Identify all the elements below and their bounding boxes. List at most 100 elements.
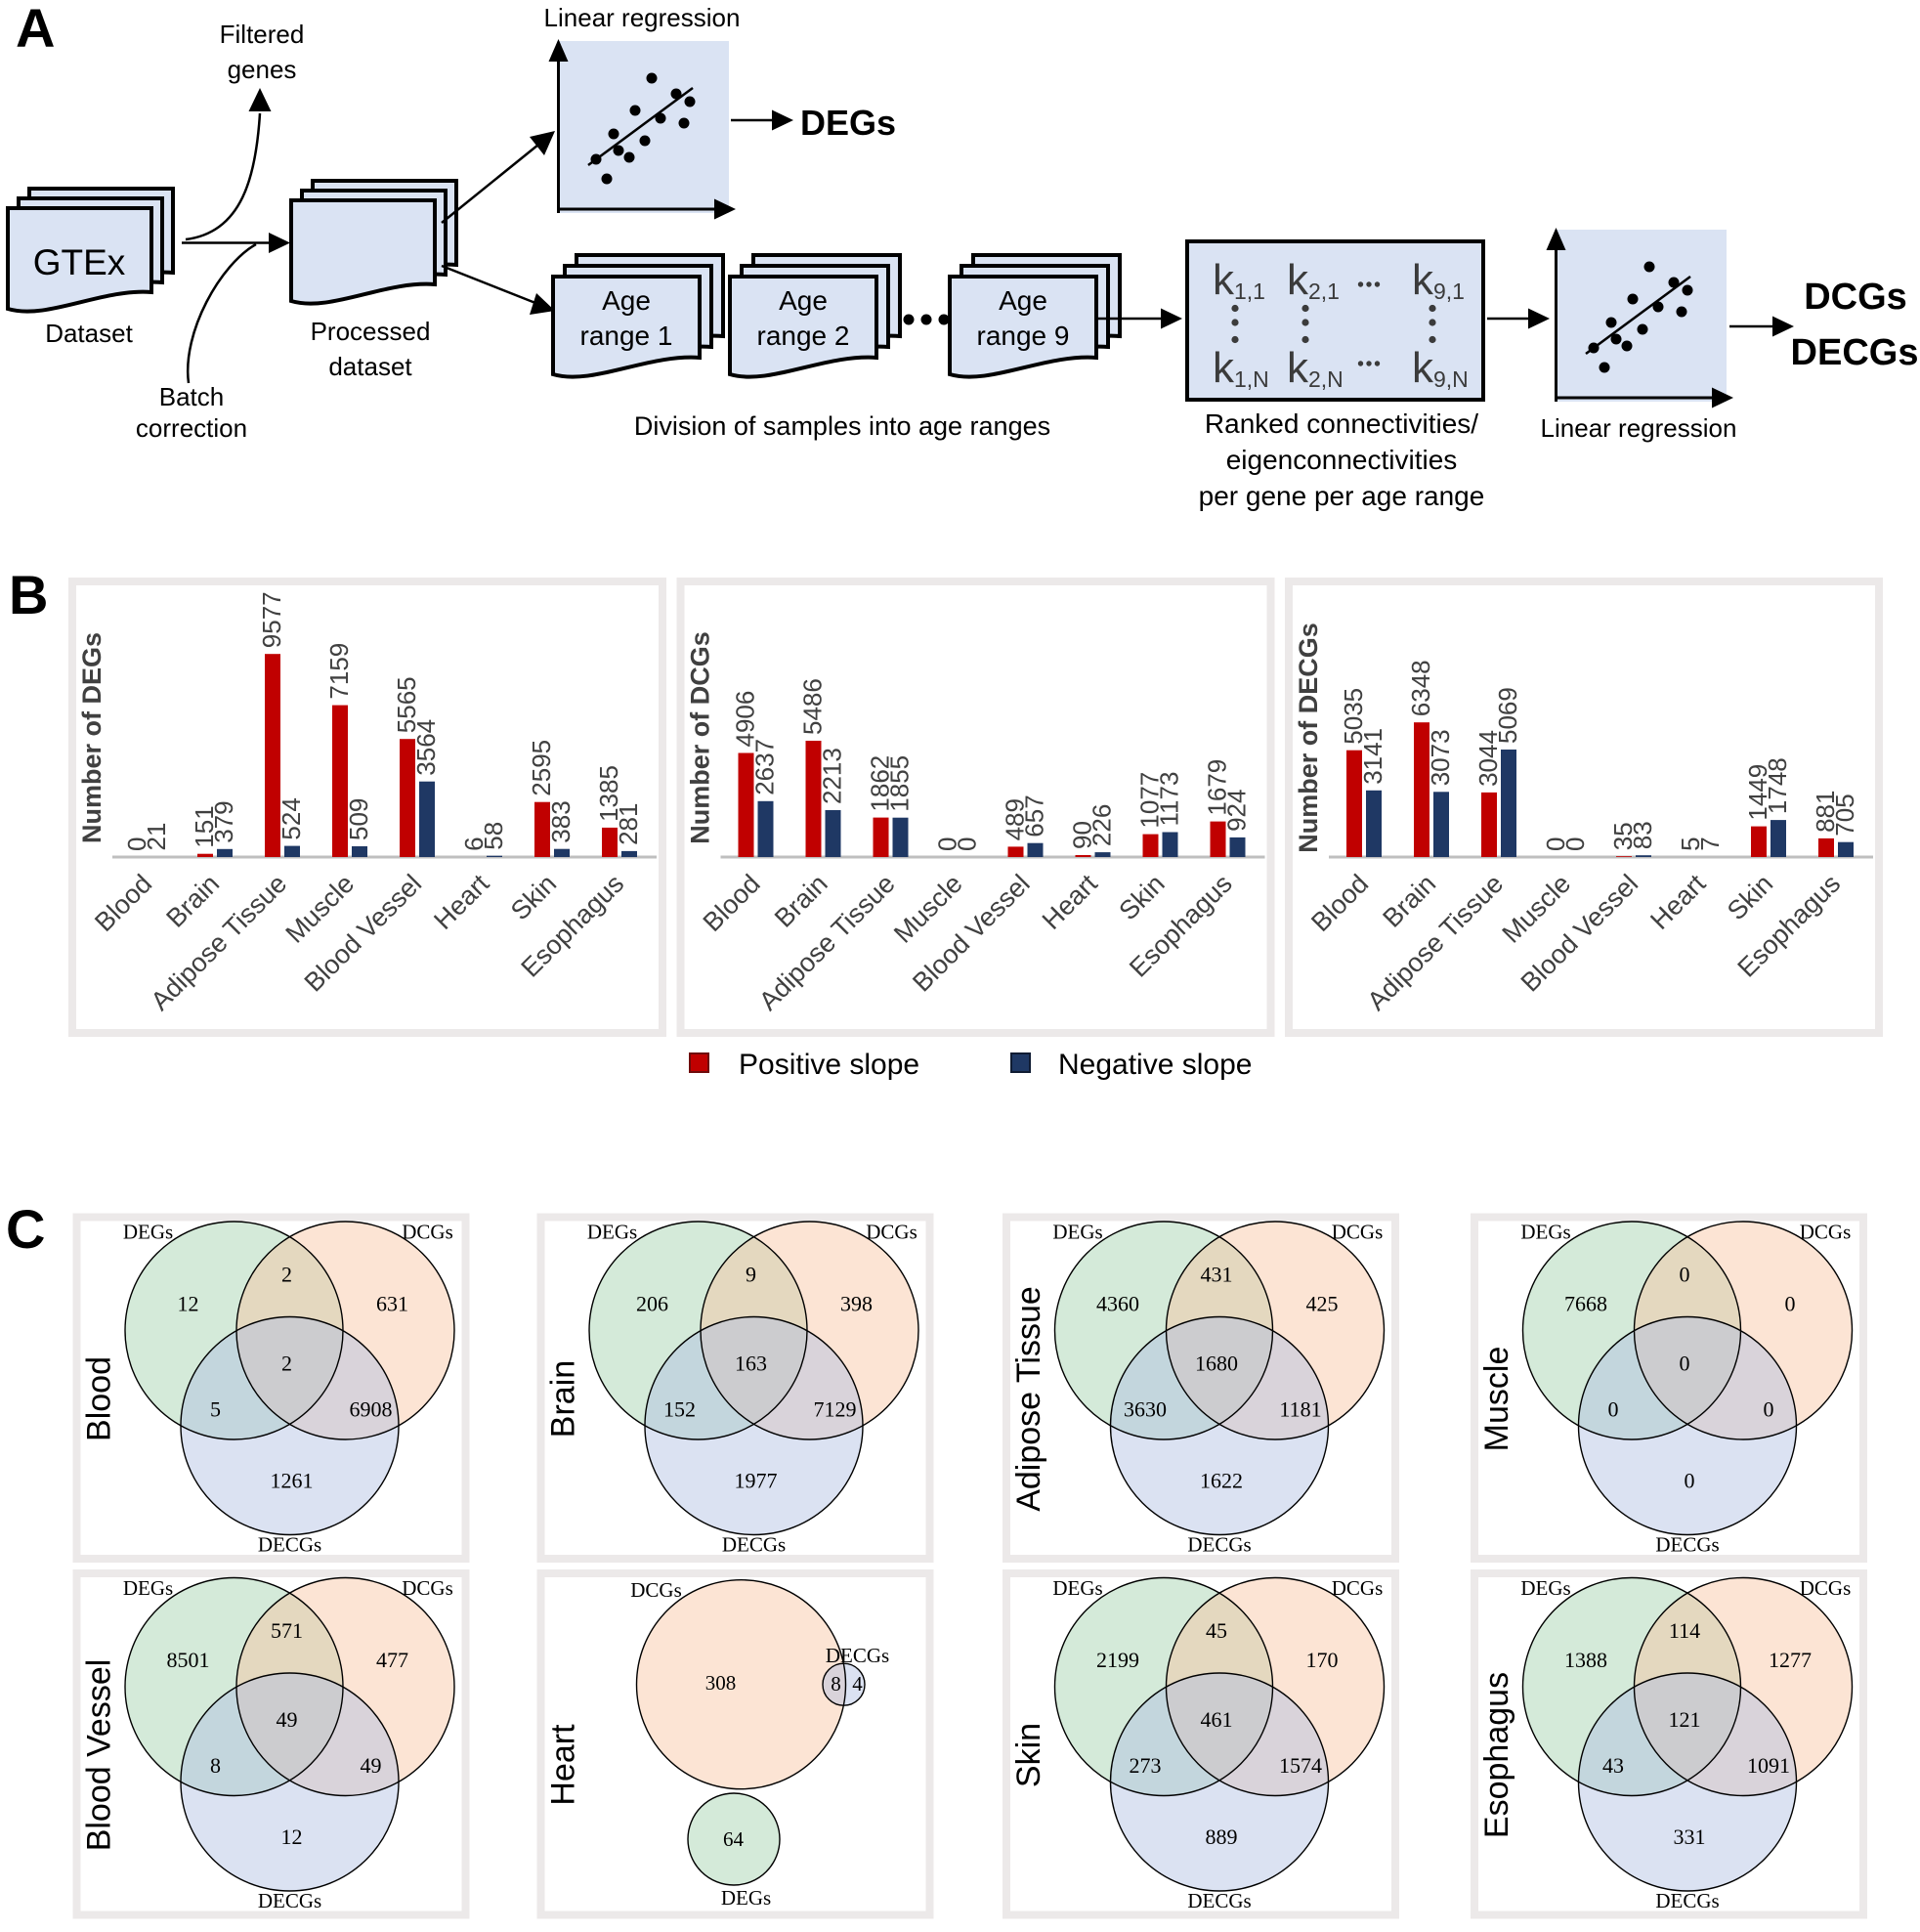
svg-text:DECGs: DECGs: [826, 1644, 889, 1667]
svg-text:45: 45: [1206, 1618, 1227, 1643]
svg-text:2: 2: [281, 1263, 292, 1287]
svg-text:0: 0: [1685, 1469, 1695, 1493]
svg-text:Positive slope: Positive slope: [739, 1049, 919, 1081]
svg-text:Number of DECGs: Number of DECGs: [1294, 623, 1323, 853]
svg-text:5565: 5565: [392, 676, 421, 733]
svg-text:114: 114: [1669, 1618, 1700, 1643]
svg-text:Brain: Brain: [545, 1360, 582, 1438]
svg-text:0: 0: [1680, 1263, 1690, 1287]
svg-text:eigenconnectivities: eigenconnectivities: [1226, 445, 1458, 475]
svg-text:2637: 2637: [750, 739, 780, 795]
svg-text:Esophagus: Esophagus: [1478, 1672, 1515, 1838]
svg-text:C: C: [6, 1198, 45, 1260]
svg-text:631: 631: [376, 1292, 408, 1316]
svg-text:9577: 9577: [257, 591, 286, 648]
svg-text:Division of samples into age r: Division of samples into age ranges: [634, 411, 1050, 441]
svg-text:Ranked connectivities/: Ranked connectivities/: [1205, 408, 1478, 439]
svg-text:Age: Age: [779, 285, 828, 316]
svg-text:0: 0: [122, 837, 151, 851]
svg-text:379: 379: [209, 800, 238, 842]
svg-text:Blood: Blood: [81, 1356, 118, 1441]
svg-text:206: 206: [636, 1292, 668, 1316]
svg-text:3564: 3564: [411, 719, 441, 776]
svg-text:49: 49: [277, 1707, 298, 1732]
svg-text:2213: 2213: [818, 748, 847, 804]
svg-text:DCGs: DCGs: [1804, 277, 1907, 318]
svg-text:range 1: range 1: [580, 321, 673, 351]
svg-text:12: 12: [281, 1825, 303, 1849]
svg-text:1977: 1977: [735, 1469, 778, 1493]
svg-text:Age: Age: [999, 285, 1047, 316]
svg-text:12: 12: [178, 1292, 199, 1316]
svg-text:1748: 1748: [1763, 757, 1792, 814]
svg-text:90: 90: [1068, 821, 1097, 849]
svg-text:1277: 1277: [1769, 1648, 1812, 1672]
svg-text:Skin: Skin: [1010, 1723, 1047, 1787]
svg-text:A: A: [16, 0, 55, 59]
svg-text:5: 5: [1676, 837, 1705, 850]
svg-text:6348: 6348: [1406, 660, 1435, 716]
svg-text:Linear regression: Linear regression: [1541, 413, 1737, 443]
svg-text:7668: 7668: [1564, 1292, 1607, 1316]
svg-text:383: 383: [546, 800, 576, 842]
svg-text:Linear regression: Linear regression: [544, 3, 741, 32]
svg-text:B: B: [9, 564, 48, 625]
svg-text:1181: 1181: [1279, 1397, 1321, 1422]
svg-text:4906: 4906: [731, 691, 760, 748]
svg-text:DCGs: DCGs: [630, 1578, 682, 1602]
svg-text:1574: 1574: [1279, 1753, 1322, 1778]
svg-text:4: 4: [852, 1672, 863, 1696]
svg-text:2: 2: [281, 1352, 292, 1376]
svg-text:657: 657: [1020, 794, 1049, 837]
svg-text:308: 308: [705, 1671, 737, 1695]
svg-text:163: 163: [735, 1352, 767, 1376]
svg-text:705: 705: [1830, 794, 1859, 836]
svg-text:21: 21: [142, 823, 171, 851]
svg-text:49: 49: [361, 1753, 382, 1778]
svg-text:170: 170: [1306, 1648, 1339, 1672]
svg-text:3073: 3073: [1426, 729, 1455, 786]
svg-text:3630: 3630: [1124, 1397, 1167, 1422]
svg-text:509: 509: [344, 798, 373, 840]
svg-text:571: 571: [271, 1618, 303, 1643]
svg-text:281: 281: [614, 803, 643, 845]
svg-text:1680: 1680: [1195, 1352, 1238, 1376]
svg-text:0: 0: [933, 837, 962, 851]
svg-text:8: 8: [831, 1672, 841, 1696]
svg-text:DEGs: DEGs: [721, 1886, 771, 1910]
svg-text:7159: 7159: [324, 643, 354, 700]
svg-text:DEGs: DEGs: [800, 103, 896, 143]
svg-text:273: 273: [1130, 1753, 1162, 1778]
svg-text:Blood Vessel: Blood Vessel: [81, 1659, 118, 1852]
svg-text:1173: 1173: [1155, 772, 1184, 827]
svg-text:1077: 1077: [1135, 772, 1165, 829]
svg-text:8501: 8501: [167, 1648, 210, 1672]
svg-text:1622: 1622: [1200, 1469, 1243, 1493]
svg-text:1679: 1679: [1203, 759, 1232, 816]
svg-text:0: 0: [1764, 1397, 1774, 1422]
svg-text:0: 0: [953, 837, 982, 851]
svg-text:Batch: Batch: [159, 382, 225, 411]
svg-text:per gene per age range: per gene per age range: [1199, 481, 1485, 511]
svg-text:genes: genes: [228, 55, 297, 84]
svg-text:6908: 6908: [350, 1397, 393, 1422]
svg-text:58: 58: [479, 822, 508, 850]
svg-text:0: 0: [1560, 837, 1590, 851]
svg-text:9: 9: [746, 1263, 756, 1287]
svg-text:64: 64: [723, 1827, 745, 1851]
svg-text:2595: 2595: [527, 740, 556, 796]
svg-text:0: 0: [1541, 837, 1570, 851]
svg-text:5035: 5035: [1339, 688, 1368, 745]
svg-text:1091: 1091: [1747, 1753, 1790, 1778]
svg-text:1862: 1862: [866, 755, 895, 812]
svg-text:226: 226: [1088, 804, 1117, 846]
svg-text:Negative slope: Negative slope: [1058, 1049, 1252, 1081]
svg-text:431: 431: [1201, 1263, 1233, 1287]
svg-text:Filtered: Filtered: [220, 20, 305, 49]
svg-text:0: 0: [1608, 1397, 1619, 1422]
svg-text:151: 151: [190, 805, 219, 847]
svg-text:Heart: Heart: [545, 1724, 582, 1806]
svg-text:924: 924: [1222, 790, 1252, 832]
svg-text:range 9: range 9: [977, 321, 1070, 351]
svg-text:398: 398: [840, 1292, 873, 1316]
